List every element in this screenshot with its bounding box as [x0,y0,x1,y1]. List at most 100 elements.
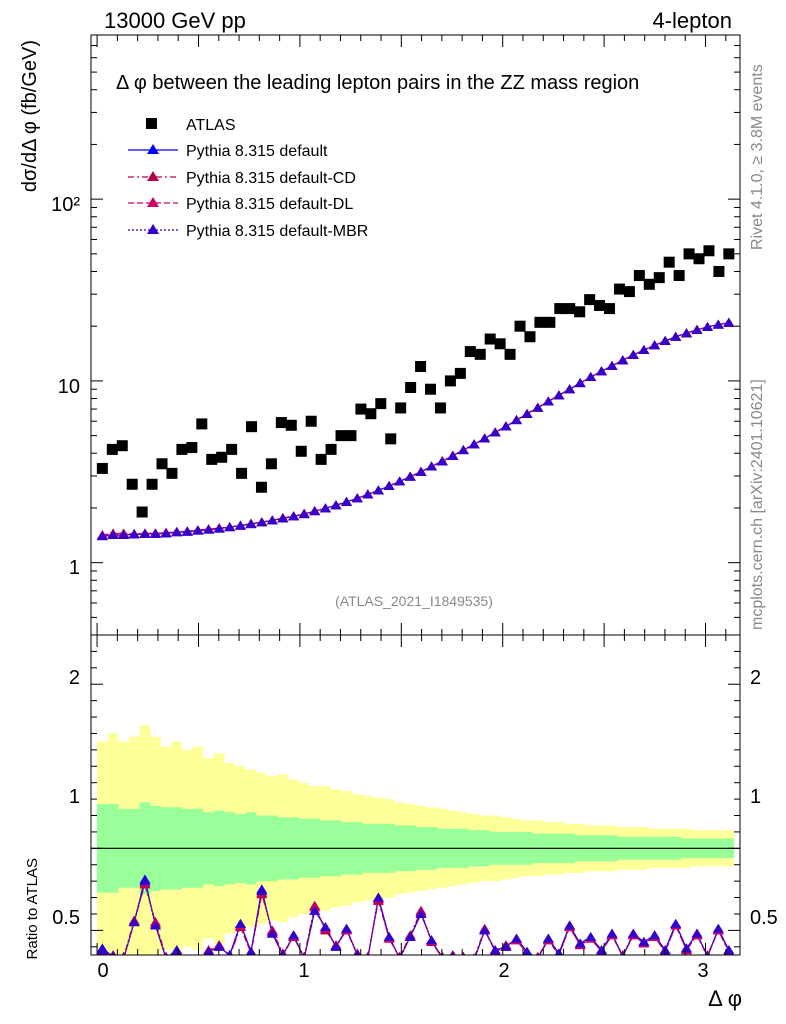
ratio-series-point [245,946,257,955]
main-series-point [723,317,735,327]
atlas-point [534,316,546,328]
main-series-point [691,324,703,334]
main-series-point [351,493,363,503]
ratio-series-point [182,958,193,967]
main-series-point [468,439,480,449]
main-series-point [564,384,576,394]
ratio-series-point [309,905,321,915]
atlas-point [226,443,238,455]
atlas-point [375,398,387,410]
atlas-point [554,303,566,315]
ytick-label-10: 10 [58,376,80,398]
ratio-series-point [691,928,703,938]
ratio-series-point [415,908,427,918]
legend-label-atlas: ATLAS [186,117,236,134]
main-series-point [500,421,512,431]
ratio-series-point [128,917,140,927]
main-series-point [617,355,629,365]
atlas-point [454,367,466,379]
ratio-series-point [542,933,554,943]
main-ylabel: dσ/dΔ φ (fb/GeV) [19,40,41,192]
atlas-point [305,415,317,427]
main-series-point [712,319,724,329]
atlas-point [146,478,158,490]
atlas-point [126,478,138,490]
ratio-series-point [404,931,416,941]
atlas-point [116,440,128,452]
atlas-point [295,445,307,457]
ratio-series-point [479,925,491,935]
atlas-point [683,248,695,260]
ratio-series-point [397,951,402,955]
xtick-label-3: 3 [697,960,708,982]
main-data [96,245,735,541]
ratio-series-point [182,958,193,967]
ratio-series-point [330,941,342,951]
main-series-point [330,500,342,510]
ratio-series-point [182,957,193,966]
atlas-point [504,348,516,360]
atlas-point [713,265,725,277]
ratio-series-point [585,931,597,941]
ratio-series-point [489,945,501,955]
atlas-point [385,433,397,445]
atlas-point [643,278,655,290]
atlas-point [96,462,108,474]
main-series-point [394,476,406,486]
ratio-series-point [163,951,169,955]
atlas-point [255,481,267,493]
main-series-point [288,511,300,521]
main-series-point [372,485,384,495]
atlas-point [206,453,218,465]
ratio-series-point [705,951,710,955]
atlas-point [355,403,367,415]
atlas-point [176,443,188,455]
ratio-series-point [372,892,384,902]
ratio-ytick-left-05: 0.5 [52,907,80,929]
main-series-point [309,506,321,516]
legend-label-mbr: Pythia 8.315 default-MBR [186,223,368,240]
ratio-series-point [680,943,692,953]
main-series-point [521,408,533,418]
main-series-point [447,450,459,460]
mcplots-label: mcplots.cern.ch [arXiv:2401.10621] [749,379,766,630]
atlas-point [365,408,377,420]
ratio-series-point [111,951,116,955]
main-title: Δ φ between the leading lepton pairs in … [116,72,639,94]
main-series-point [659,335,671,345]
xtick-label-0: 0 [97,960,108,982]
ratio-axis-ticks [91,635,740,955]
main-series-point [107,529,119,539]
ratio-series-point [279,950,286,955]
ratio-series-point [319,922,331,932]
main-series-point [362,489,374,499]
atlas-point [623,286,635,298]
atlas-point [594,299,606,311]
main-series-point [341,496,353,506]
legend-marker-dl [147,197,159,207]
main-series-point [245,519,257,529]
atlas-point [315,453,327,465]
ratio-series-point [620,951,625,955]
ratio-series-point [535,951,540,955]
ytick-label-1: 1 [69,557,80,579]
atlas-point [494,338,506,350]
ratio-series-point [383,931,395,941]
ratio-series-point [461,951,466,955]
main-series-point [96,531,108,541]
atlas-point [425,383,437,395]
main-series-point [702,321,714,331]
header-right: 4-lepton [652,8,732,33]
legend-marker-atlas [146,118,157,129]
main-series-point [256,517,268,527]
atlas-point [196,418,208,430]
ratio-ytick-left-2: 2 [69,667,80,689]
main-series-point [128,529,140,539]
atlas-point [345,430,357,442]
ratio-series-point [192,958,203,967]
legend-marker-default [147,144,159,154]
main-series-point [160,528,172,538]
main-series-point [234,520,246,530]
ratio-ylabel: Ratio to ATLAS [24,858,41,959]
ratio-ytick-right-1: 1 [750,786,761,808]
